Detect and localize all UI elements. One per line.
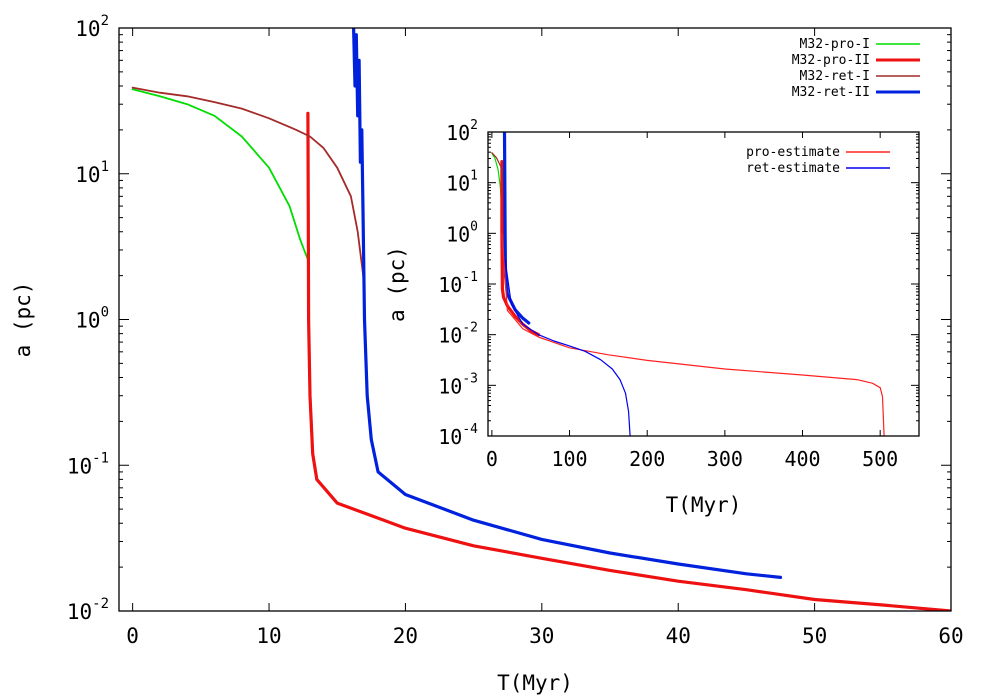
main-x-tick-label: 40 xyxy=(666,624,691,648)
main-legend-label: M32-ret-I xyxy=(800,69,870,84)
inset-y-tick-label: 10-3 xyxy=(438,371,478,398)
inset-series-m32-ret-ii xyxy=(502,132,531,325)
inset-x-tick-label: 100 xyxy=(551,447,587,471)
inset-legend-label: pro-estimate xyxy=(746,145,840,160)
inset-legend-label: ret-estimate xyxy=(746,161,840,176)
inset-y-tick-label: 102 xyxy=(446,118,478,145)
main-x-tick-label: 0 xyxy=(126,624,139,648)
main-x-tick-label: 10 xyxy=(256,624,281,648)
main-series-group xyxy=(131,28,951,611)
main-y-tick-label: 102 xyxy=(75,13,109,41)
inset-y-tick-label: 100 xyxy=(446,219,478,246)
main-x-tick-label: 60 xyxy=(938,624,963,648)
main-y-tick-label: 101 xyxy=(75,159,109,187)
inset-y-tick-label: 10-1 xyxy=(438,270,478,297)
inset-plot-area xyxy=(488,132,919,436)
inset-x-tick-label: 500 xyxy=(862,447,898,471)
main-y-tick-label: 10-1 xyxy=(67,450,109,478)
main-y-tick-label: 100 xyxy=(75,305,109,333)
inset-x-tick-label: 200 xyxy=(629,447,665,471)
main-x-tick-label: 20 xyxy=(393,624,418,648)
inset-x-axis-title: T(Myr) xyxy=(666,493,742,517)
main-series-m32-pro-ii xyxy=(306,111,951,611)
inset-y-tick-label: 101 xyxy=(446,169,478,196)
main-series-m32-ret-ii xyxy=(352,28,783,580)
main-y-axis-title: a (pc) xyxy=(11,282,35,358)
inset-x-tick-label: 400 xyxy=(784,447,820,471)
main-x-tick-label: 30 xyxy=(529,624,554,648)
inset-series-group xyxy=(491,132,885,436)
inset-series-ret-estimate xyxy=(504,259,631,436)
main-x-axis-title: T(Myr) xyxy=(497,671,573,695)
main-x-tick-label: 50 xyxy=(802,624,827,648)
inset-series-pro-estimate xyxy=(501,232,885,436)
main-series-m32-pro-i xyxy=(131,88,310,263)
inset-y-tick-label: 10-2 xyxy=(438,321,478,348)
inset-y-axis-title: a (pc) xyxy=(385,246,409,322)
inset-x-tick-label: 300 xyxy=(707,447,743,471)
main-legend-label: M32-pro-II xyxy=(792,53,870,68)
main-legend-label: M32-pro-I xyxy=(800,37,870,52)
inset-y-tick-label: 10-4 xyxy=(438,422,478,449)
inset-plot: 0 100 200 300 400 500 102 101 100 10-1 10-2 10-3 10-… xyxy=(385,118,920,517)
main-series-m32-ret-i xyxy=(131,86,366,287)
main-y-tick-label: 10-2 xyxy=(67,596,109,624)
main-legend-label: M32-ret-II xyxy=(792,85,870,100)
inset-x-tick-label: 0 xyxy=(486,447,498,471)
